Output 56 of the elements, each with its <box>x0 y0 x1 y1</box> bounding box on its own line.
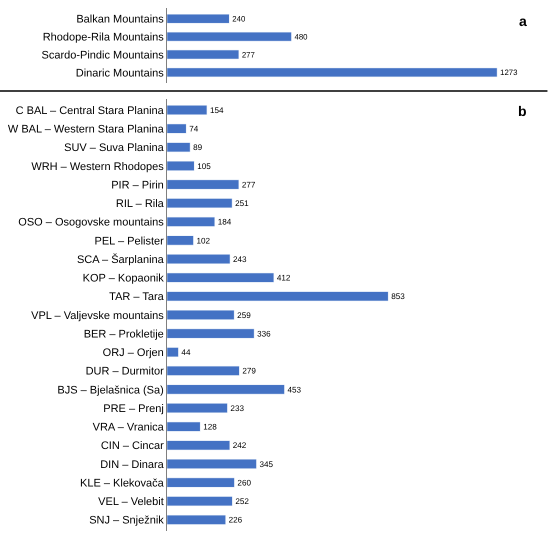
y-tick-label: KLE – Klekovača <box>80 477 165 490</box>
y-tick-label: OSO – Osogovske mountains <box>18 216 164 229</box>
bar <box>167 124 186 134</box>
y-tick-label: TAR – Tara <box>109 291 165 304</box>
text: b <box>518 103 527 119</box>
bar <box>167 514 226 525</box>
bar <box>167 14 230 24</box>
text: a <box>519 13 527 29</box>
y-tick-label: Dinaric Mountains <box>76 67 164 80</box>
y-tick-label: C BAL – Central Stara Planina <box>16 104 165 117</box>
y-tick-label: VEL – Velebit <box>98 496 164 508</box>
y-tick-label: PEL – Pelister <box>94 235 164 248</box>
bar <box>167 198 232 208</box>
bar <box>167 440 230 450</box>
bar <box>167 403 228 413</box>
bar <box>167 291 388 302</box>
bar <box>167 366 240 376</box>
y-tick-label: Scardo-Pindic Mountains <box>42 49 164 62</box>
y-tick-label: BER – Prokletije <box>84 328 164 340</box>
y-tick-label: DUR – Durmitor <box>86 366 164 378</box>
y-tick-label: W BAL – Western Stara Planina <box>8 123 165 136</box>
bar <box>167 384 285 394</box>
y-tick-label: VPL – Valjevske mountains <box>31 310 164 322</box>
bar <box>167 105 208 115</box>
bar <box>167 68 498 78</box>
bar <box>167 180 240 190</box>
bar <box>167 328 254 338</box>
y-tick-label: BJS – Bjelašnica (Sa) <box>57 384 164 396</box>
y-tick-label: SUV – Suva Planina <box>64 142 165 154</box>
y-tick-label: SCA – Šarplanina <box>76 252 165 266</box>
bar <box>167 216 215 227</box>
y-tick-label: KOP – Kopaonik <box>82 272 164 285</box>
bar <box>167 422 200 432</box>
bar <box>167 160 194 171</box>
y-tick-label: PIR – Pirin <box>111 179 164 192</box>
y-tick-label: ORJ – Orjen <box>102 347 164 360</box>
y-tick-label: Balkan Mountains <box>76 14 164 26</box>
bar <box>167 236 194 246</box>
bar <box>167 459 257 469</box>
bar <box>167 310 234 320</box>
y-tick-label: SNJ – Snježnik <box>89 514 164 527</box>
bar <box>167 347 179 358</box>
bar <box>167 142 190 152</box>
y-tick-label: PRE – Prenj <box>103 402 164 415</box>
y-tick-label: CIN – Cincar <box>100 440 164 452</box>
y-tick-label: DIN – Dinara <box>100 458 165 471</box>
bar <box>167 32 292 42</box>
y-tick-label: WRH – Western Rhodopes <box>31 160 164 173</box>
y-tick-label: RIL – Rila <box>116 198 165 210</box>
bar <box>167 478 235 488</box>
bar <box>167 50 240 60</box>
y-tick-label: VRA – Vranica <box>92 422 165 434</box>
bar <box>167 496 233 506</box>
bar <box>167 254 230 264</box>
y-tick-label: Rhodope-Rila Mountains <box>42 31 164 44</box>
bar <box>167 272 274 283</box>
